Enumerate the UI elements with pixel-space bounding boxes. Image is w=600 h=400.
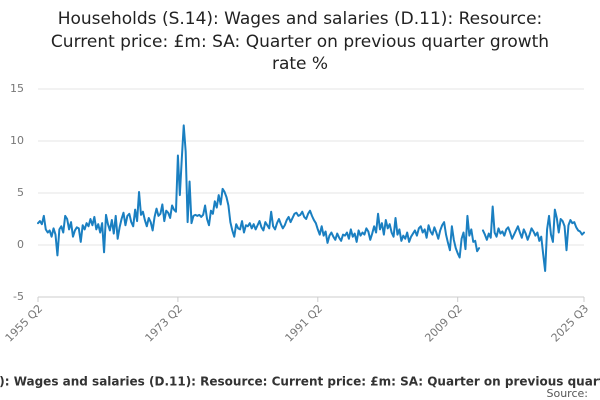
legend-entry: Households (S.14): Wages and salaries (D… xyxy=(0,375,600,389)
x-tick-label: 2009 Q2 xyxy=(422,302,465,345)
x-tick-label: 1973 Q2 xyxy=(143,302,186,345)
chart-title: Current price: £m: SA: Quarter on previo… xyxy=(51,32,549,52)
y-tick-label: 5 xyxy=(17,186,24,199)
x-tick-label: 1955 Q2 xyxy=(3,302,46,345)
chart-title: Households (S.14): Wages and salaries (D… xyxy=(58,9,543,29)
series-line xyxy=(37,124,585,272)
source-label: Source: xyxy=(547,387,589,400)
x-tick-label: 2025 Q3 xyxy=(549,302,592,345)
y-tick-label: -5 xyxy=(13,290,24,303)
y-tick-label: 10 xyxy=(10,134,24,147)
chart-title: rate % xyxy=(272,54,328,74)
y-tick-label: 0 xyxy=(17,238,24,251)
x-tick-label: 1991 Q2 xyxy=(283,302,326,345)
y-tick-label: 15 xyxy=(10,82,24,95)
